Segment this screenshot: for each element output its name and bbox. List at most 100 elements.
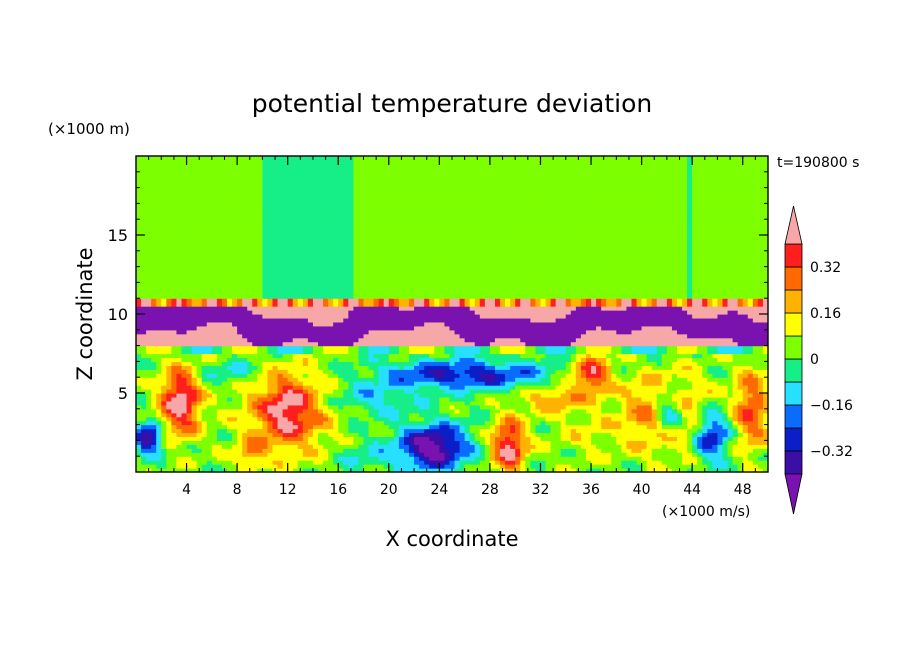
field-cell	[312, 385, 319, 390]
field-cell	[277, 203, 284, 208]
field-cell	[232, 400, 238, 406]
field-cell	[156, 199, 162, 204]
field-cell	[297, 231, 304, 236]
field-cell	[237, 156, 243, 161]
field-cell	[393, 393, 400, 398]
field-cell	[353, 400, 360, 406]
field-cell	[242, 452, 248, 457]
field-cell	[267, 274, 274, 280]
field-cell	[247, 159, 253, 165]
field-cell	[257, 333, 263, 339]
field-cell	[373, 227, 380, 232]
field-cell	[373, 424, 380, 430]
field-cell	[388, 321, 395, 327]
field-cell	[211, 452, 218, 457]
field-cell	[262, 329, 269, 335]
field-cell	[338, 290, 344, 295]
field-cell	[186, 290, 193, 295]
field-cell	[146, 290, 152, 295]
field-cell	[216, 266, 223, 272]
field-cell	[166, 199, 172, 204]
field-cell	[196, 404, 203, 410]
field-cell	[216, 396, 223, 402]
field-cell	[262, 242, 269, 248]
field-cell	[181, 266, 188, 272]
field-cell	[323, 246, 329, 252]
field-cell	[338, 242, 344, 248]
field-cell	[297, 270, 304, 276]
field-cell	[206, 302, 213, 307]
field-cell	[146, 377, 152, 382]
field-cell	[302, 404, 309, 410]
field-cell	[136, 452, 142, 457]
field-cell	[302, 317, 309, 323]
field-cell	[333, 187, 339, 193]
field-cell	[424, 321, 430, 327]
field-cell	[338, 246, 344, 252]
field-cell	[277, 361, 284, 366]
field-cell	[257, 270, 263, 276]
field-cell	[252, 175, 258, 181]
field-cell	[424, 254, 430, 260]
field-cell	[171, 238, 178, 244]
field-cell	[383, 349, 390, 355]
field-cell	[292, 258, 299, 264]
field-cell	[257, 341, 263, 347]
field-cell	[262, 250, 269, 256]
field-cell	[312, 373, 319, 378]
field-cell	[444, 219, 451, 224]
field-cell	[277, 337, 284, 343]
field-cell	[363, 258, 370, 264]
field-cell	[419, 317, 425, 323]
field-cell	[257, 266, 263, 272]
field-cell	[388, 400, 395, 406]
field-cell	[201, 436, 208, 441]
field-cell	[146, 444, 152, 449]
field-cell	[348, 298, 355, 303]
field-cell	[237, 373, 243, 378]
field-cell	[201, 329, 208, 335]
field-cell	[267, 254, 274, 260]
field-cell	[232, 187, 238, 193]
field-cell	[156, 167, 162, 173]
field-cell	[227, 235, 233, 240]
field-cell	[297, 242, 304, 248]
field-cell	[434, 258, 440, 264]
field-cell	[444, 317, 451, 323]
field-cell	[282, 432, 289, 438]
field-cell	[201, 156, 208, 161]
field-cell	[151, 294, 157, 299]
field-cell	[292, 357, 299, 362]
field-cell	[141, 377, 147, 382]
field-cell	[232, 452, 238, 457]
field-cell	[424, 286, 430, 291]
field-cell	[409, 195, 415, 201]
field-cell	[252, 393, 258, 398]
field-cell	[302, 203, 309, 208]
field-cell	[449, 341, 456, 347]
field-cell	[378, 235, 385, 240]
field-cell	[232, 385, 238, 390]
field-cell	[257, 365, 263, 370]
field-cell	[292, 420, 299, 426]
field-cell	[151, 207, 157, 212]
field-cell	[348, 310, 355, 315]
field-cell	[257, 191, 263, 197]
field-cell	[166, 464, 172, 469]
field-cell	[388, 282, 395, 287]
field-cell	[262, 238, 269, 244]
field-cell	[232, 298, 238, 303]
field-cell	[277, 448, 284, 453]
field-cell	[186, 282, 193, 287]
field-cell	[363, 191, 370, 197]
field-cell	[237, 432, 243, 438]
field-cell	[348, 191, 355, 197]
field-cell	[434, 215, 440, 220]
field-cell	[409, 231, 415, 236]
field-cell	[388, 219, 395, 224]
field-cell	[252, 306, 258, 311]
field-cell	[373, 302, 380, 307]
field-cell	[302, 333, 309, 339]
field-cell	[323, 452, 329, 457]
field-cell	[242, 432, 248, 438]
